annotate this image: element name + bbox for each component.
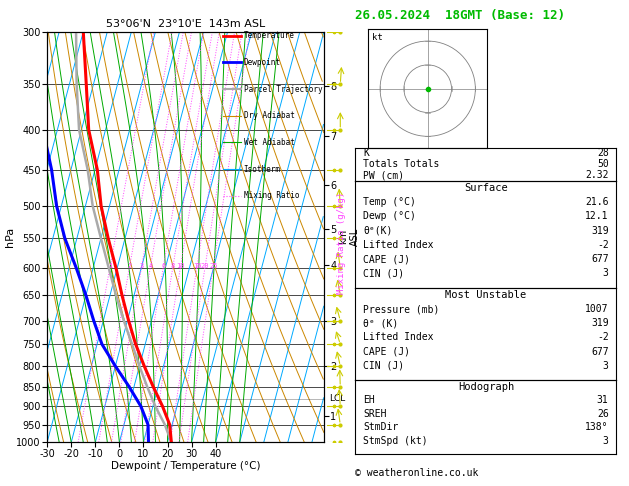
Text: 677: 677: [591, 254, 609, 264]
Text: 25: 25: [209, 263, 218, 269]
Text: Dewpoint: Dewpoint: [243, 58, 281, 67]
Text: Temperature: Temperature: [243, 31, 294, 40]
Text: 12.1: 12.1: [585, 211, 609, 222]
Text: 6: 6: [162, 263, 165, 269]
Text: 3: 3: [603, 436, 609, 446]
Text: Temp (°C): Temp (°C): [363, 197, 416, 207]
Text: CAPE (J): CAPE (J): [363, 347, 410, 357]
Text: 26.05.2024  18GMT (Base: 12): 26.05.2024 18GMT (Base: 12): [355, 9, 565, 22]
Text: CIN (J): CIN (J): [363, 361, 404, 371]
Text: 4: 4: [148, 263, 153, 269]
Text: 2: 2: [128, 263, 131, 269]
Text: 26: 26: [597, 409, 609, 419]
Text: 10: 10: [176, 263, 185, 269]
Text: 2.32: 2.32: [585, 170, 609, 180]
Text: 138°: 138°: [585, 422, 609, 433]
Text: θᵉ(K): θᵉ(K): [363, 226, 392, 236]
Text: Wet Adiabat: Wet Adiabat: [243, 138, 294, 147]
Text: 31: 31: [597, 395, 609, 405]
Text: Most Unstable: Most Unstable: [445, 290, 526, 300]
Text: 3: 3: [140, 263, 144, 269]
Text: Dewp (°C): Dewp (°C): [363, 211, 416, 222]
Text: θᵉ (K): θᵉ (K): [363, 318, 398, 328]
Text: 677: 677: [591, 347, 609, 357]
Y-axis label: km
ASL: km ASL: [338, 228, 359, 246]
Text: Dry Adiabat: Dry Adiabat: [243, 111, 294, 120]
Text: 50: 50: [597, 159, 609, 169]
Text: 21.6: 21.6: [585, 197, 609, 207]
Text: © weatheronline.co.uk: © weatheronline.co.uk: [355, 469, 479, 478]
Text: 1: 1: [108, 263, 113, 269]
Text: Parcel Trajectory: Parcel Trajectory: [243, 85, 322, 94]
Text: Totals Totals: Totals Totals: [363, 159, 440, 169]
Text: 3: 3: [603, 361, 609, 371]
Y-axis label: hPa: hPa: [5, 227, 15, 247]
Text: Lifted Index: Lifted Index: [363, 240, 434, 250]
Text: 319: 319: [591, 318, 609, 328]
Text: StmSpd (kt): StmSpd (kt): [363, 436, 428, 446]
Text: Hodograph: Hodograph: [458, 382, 514, 392]
Text: CIN (J): CIN (J): [363, 268, 404, 278]
Text: kt: kt: [372, 33, 382, 42]
Text: PW (cm): PW (cm): [363, 170, 404, 180]
Text: 1007: 1007: [585, 304, 609, 314]
Text: StmDir: StmDir: [363, 422, 398, 433]
Text: Pressure (mb): Pressure (mb): [363, 304, 440, 314]
Text: CAPE (J): CAPE (J): [363, 254, 410, 264]
Text: Surface: Surface: [464, 183, 508, 193]
Text: Lifted Index: Lifted Index: [363, 332, 434, 343]
Text: K: K: [363, 148, 369, 158]
Text: LCL: LCL: [330, 394, 346, 403]
Text: 16: 16: [193, 263, 201, 269]
Text: -2: -2: [597, 240, 609, 250]
Text: 8: 8: [171, 263, 175, 269]
Text: -2: -2: [597, 332, 609, 343]
Text: Isotherm: Isotherm: [243, 165, 281, 174]
Text: EH: EH: [363, 395, 375, 405]
Text: 20: 20: [201, 263, 209, 269]
Text: SREH: SREH: [363, 409, 387, 419]
Text: 319: 319: [591, 226, 609, 236]
Text: 3: 3: [603, 268, 609, 278]
Text: Mixing Ratio (g/kg): Mixing Ratio (g/kg): [337, 192, 346, 294]
Text: 28: 28: [597, 148, 609, 158]
X-axis label: Dewpoint / Temperature (°C): Dewpoint / Temperature (°C): [111, 461, 260, 471]
Text: Mixing Ratio: Mixing Ratio: [243, 191, 299, 200]
Title: 53°06'N  23°10'E  143m ASL: 53°06'N 23°10'E 143m ASL: [106, 19, 265, 30]
